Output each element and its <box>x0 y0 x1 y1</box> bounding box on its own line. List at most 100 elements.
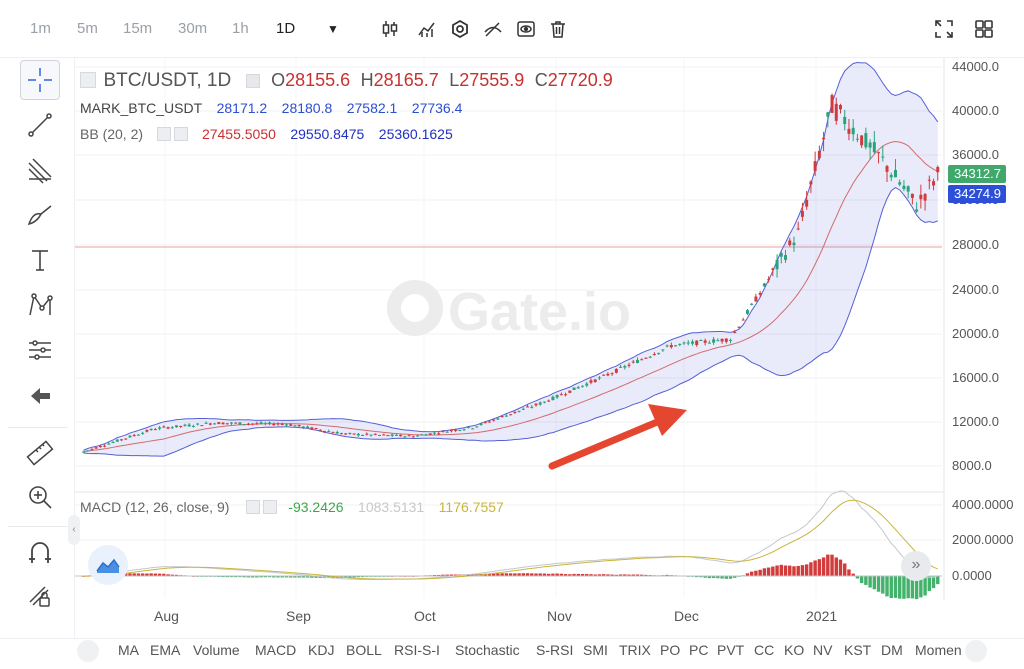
symbol-settings-icon[interactable] <box>245 74 260 88</box>
candle-body <box>153 429 157 431</box>
crosshair-icon[interactable] <box>20 60 60 100</box>
candle-body <box>449 430 453 432</box>
macd-histogram-bar <box>229 576 234 578</box>
timeframe-30m[interactable]: 30m <box>178 20 208 37</box>
candle-body <box>382 434 386 436</box>
indicator-po[interactable]: PO <box>660 642 681 658</box>
indicator-pvt[interactable]: PVT <box>717 642 745 658</box>
scroll-left-button[interactable] <box>77 640 99 662</box>
macd-histogram-bar <box>897 576 902 599</box>
zoom-in-icon[interactable] <box>20 477 60 517</box>
macd-histogram-bar <box>640 574 644 576</box>
ruler-icon[interactable] <box>20 433 60 473</box>
macd-histogram-bar <box>606 574 610 576</box>
candle-type-icon[interactable] <box>380 19 400 39</box>
timeframe-15m[interactable]: 15m <box>123 20 153 37</box>
settings-hex-icon[interactable] <box>450 19 470 39</box>
timeframe-dropdown-icon[interactable]: ▼ <box>327 22 339 36</box>
brush-icon[interactable] <box>20 195 60 235</box>
back-arrow-icon[interactable] <box>20 376 60 416</box>
macd-histogram-bar <box>906 576 910 599</box>
bb-settings-icon[interactable] <box>157 127 172 141</box>
timeframe-1h[interactable]: 1h <box>232 20 249 37</box>
macd-histogram-bar <box>644 574 648 576</box>
macd-histogram-bar <box>441 574 445 576</box>
magnet-icon[interactable] <box>20 533 60 573</box>
layout-grid-icon[interactable] <box>974 19 994 39</box>
candle-body <box>352 433 356 435</box>
candle-body <box>339 433 343 435</box>
macd-histogram-bar <box>910 576 915 599</box>
scroll-to-latest-button[interactable]: » <box>901 551 931 581</box>
indicator-cc[interactable]: CC <box>754 642 775 658</box>
macd-signal-line <box>83 499 938 580</box>
macd-histogram-bar <box>868 576 872 588</box>
macd-histogram-bar <box>162 573 166 576</box>
macd-histogram-bar <box>555 573 559 576</box>
candle-body <box>724 338 728 342</box>
indicator-volume[interactable]: Volume <box>193 642 240 658</box>
indicator-dm[interactable]: DM <box>881 642 903 658</box>
indicator-stochastic[interactable]: Stochastic <box>455 642 520 658</box>
indicator-nv[interactable]: NV <box>813 642 833 658</box>
timeframe-5m[interactable]: 5m <box>77 20 98 37</box>
fibonacci-icon[interactable] <box>20 150 60 190</box>
candle-body <box>686 342 690 344</box>
trend-line-icon[interactable] <box>20 105 60 145</box>
candle-body <box>242 424 246 426</box>
candle-body <box>729 339 733 341</box>
indicator-ko[interactable]: KO <box>784 642 805 658</box>
trash-icon[interactable] <box>548 19 568 39</box>
indicator-boll[interactable]: BOLL <box>346 642 382 658</box>
macd-histogram-bar <box>559 573 564 576</box>
macd-histogram-bar <box>635 574 640 576</box>
watermark-logo <box>401 294 429 322</box>
macd-histogram-bar <box>711 576 716 579</box>
indicator-macd[interactable]: MACD <box>255 642 297 658</box>
indicator-s-rsi[interactable]: S-RSI <box>536 642 574 658</box>
candle-body <box>919 194 923 200</box>
indicator-trix[interactable]: TRIX <box>619 642 651 658</box>
text-tool-icon[interactable] <box>20 240 60 280</box>
indicator-pc[interactable]: PC <box>689 642 709 658</box>
macd-histogram-bar <box>267 576 272 578</box>
indicator-momentum[interactable]: Momen <box>915 642 962 658</box>
candle-body <box>251 423 255 425</box>
macd-histogram-bar <box>128 573 132 576</box>
macd-histogram-bar <box>749 571 754 576</box>
drawing-toggle-icon[interactable] <box>483 19 503 39</box>
pattern-tool-icon[interactable] <box>20 285 60 325</box>
collapse-panel-icon[interactable]: ‹ <box>68 515 80 545</box>
indicator-ma[interactable]: MA <box>118 642 139 658</box>
timeframe-1d[interactable]: 1D <box>276 20 296 37</box>
fullscreen-icon[interactable] <box>934 19 954 39</box>
indicator-kst[interactable]: KST <box>844 642 872 658</box>
candle-body <box>225 423 229 425</box>
bb-close-icon[interactable] <box>174 127 189 141</box>
macd-histogram-bar <box>153 573 158 576</box>
candle-body <box>800 210 804 217</box>
chart-style-button[interactable] <box>88 545 128 585</box>
lock-drawing-icon[interactable] <box>20 575 60 615</box>
collapse-legend-icon[interactable] <box>80 72 96 88</box>
prediction-tool-icon[interactable] <box>20 330 60 370</box>
indicators-icon[interactable] <box>417 19 437 39</box>
candle-body <box>898 182 902 185</box>
macd-histogram-bar <box>445 574 449 576</box>
macd-close-icon[interactable] <box>262 500 277 514</box>
low-value: 27555.9 <box>459 70 525 90</box>
eye-icon[interactable] <box>516 19 536 39</box>
indicator-kdj[interactable]: KDJ <box>308 642 335 658</box>
indicator-smi[interactable]: SMI <box>583 642 608 658</box>
timeframe-1m[interactable]: 1m <box>30 20 51 37</box>
macd-histogram-bar <box>597 574 602 576</box>
macd-histogram-bar <box>876 576 881 592</box>
bb-upper-value: 29550.8475 <box>290 126 365 142</box>
candle-body <box>500 416 504 418</box>
macd-histogram-bar <box>534 573 538 576</box>
indicator-ema[interactable]: EMA <box>150 642 181 658</box>
macd-settings-icon[interactable] <box>245 500 260 514</box>
indicator-rsi-s-i[interactable]: RSI-S-I <box>394 642 440 658</box>
scroll-right-button[interactable] <box>965 640 987 662</box>
